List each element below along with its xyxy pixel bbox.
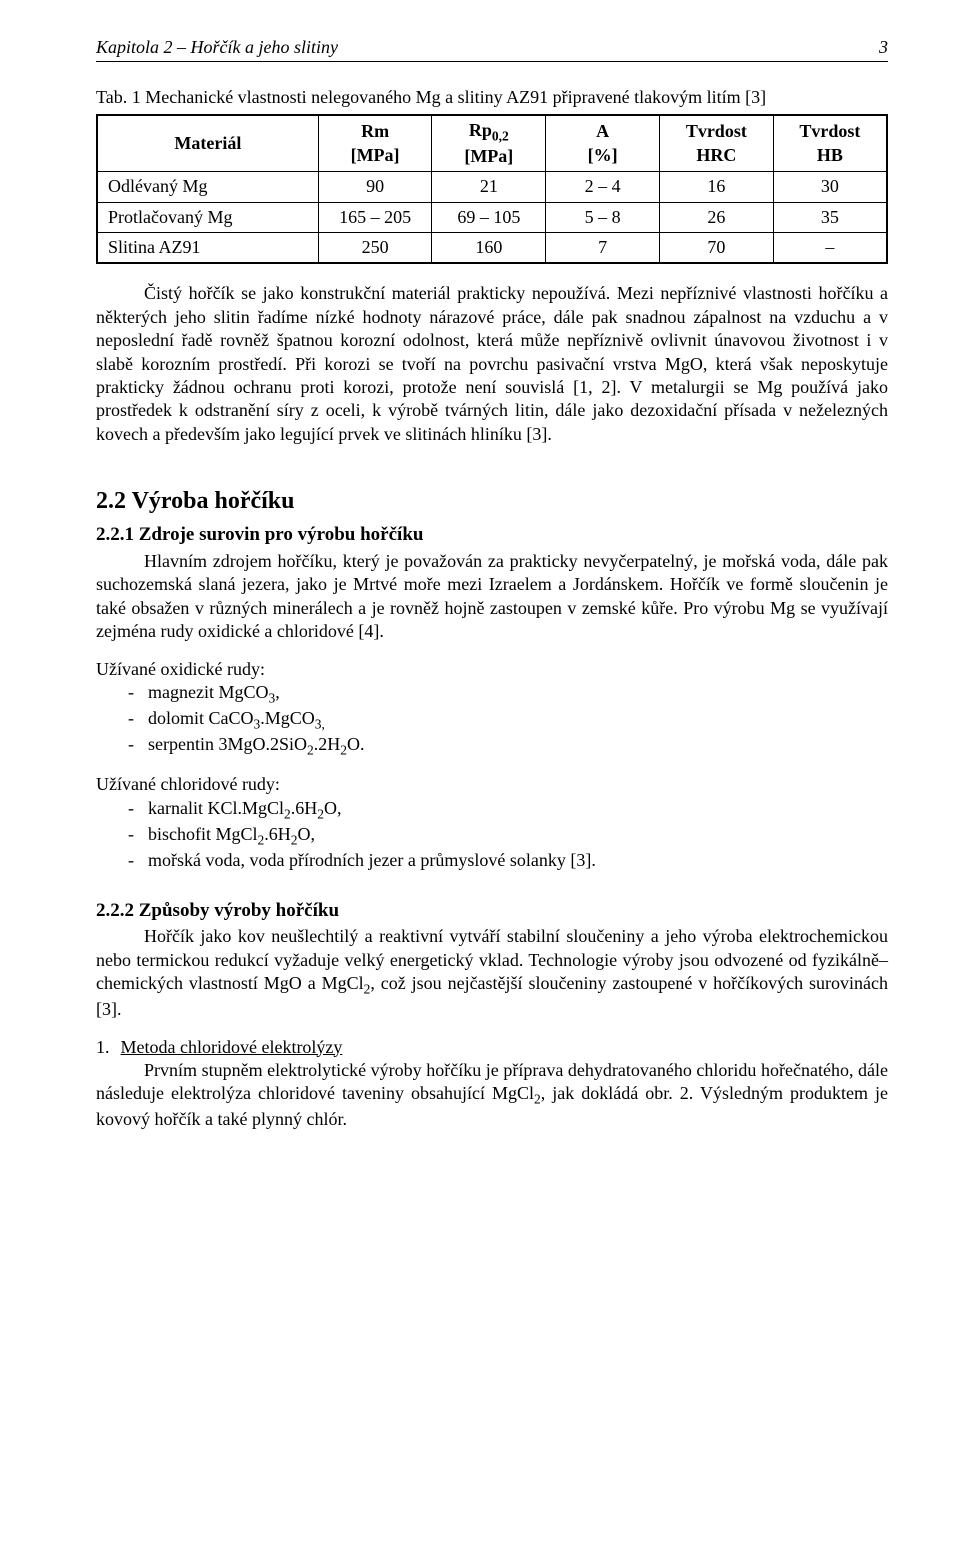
oxide-list-intro: Užívané oxidické rudy: — [96, 658, 888, 681]
subsection-2-2-2: 2.2.2 Způsoby výroby hořčíku — [96, 899, 888, 924]
method-title: Metoda chloridové elektrolýzy — [121, 1037, 343, 1057]
cell: 70 — [659, 233, 773, 264]
th-material: Materiál — [97, 115, 318, 172]
cell: 16 — [659, 172, 773, 202]
cell: Protlačovaný Mg — [97, 202, 318, 232]
chloride-list: karnalit KCl.MgCl2.6H2O, bischofit MgCl2… — [96, 797, 888, 873]
table-row: Protlačovaný Mg 165 – 205 69 – 105 5 – 8… — [97, 202, 887, 232]
cell: Odlévaný Mg — [97, 172, 318, 202]
oxide-list: magnezit MgCO3, dolomit CaCO3.MgCO3, ser… — [96, 681, 888, 759]
list-item: magnezit MgCO3, — [148, 681, 888, 707]
list-item: dolomit CaCO3.MgCO3, — [148, 707, 888, 733]
page-number: 3 — [879, 36, 888, 59]
cell: 160 — [432, 233, 546, 264]
list-item: mořská voda, voda přírodních jezer a prů… — [148, 849, 888, 872]
cell: 2 – 4 — [546, 172, 660, 202]
cell: 21 — [432, 172, 546, 202]
cell: 90 — [318, 172, 432, 202]
list-item: bischofit MgCl2.6H2O, — [148, 823, 888, 849]
th-a: A [%] — [546, 115, 660, 172]
paragraph-intro: Čistý hořčík se jako konstrukční materiá… — [96, 282, 888, 446]
chloride-list-intro: Užívané chloridové rudy: — [96, 773, 888, 796]
paragraph-electrolysis: Prvním stupněm elektrolytické výroby hoř… — [96, 1059, 888, 1132]
subsection-2-2-1: 2.2.1 Zdroje surovin pro výrobu hořčíku — [96, 523, 888, 548]
cell: 30 — [773, 172, 887, 202]
cell: Slitina AZ91 — [97, 233, 318, 264]
th-hb: Tvrdost HB — [773, 115, 887, 172]
page-header: Kapitola 2 – Hořčík a jeho slitiny 3 — [96, 36, 888, 62]
cell: 69 – 105 — [432, 202, 546, 232]
method-1: 1. Metoda chloridové elektrolýzy — [96, 1036, 888, 1059]
section-2-2: 2.2 Výroba hořčíku — [96, 486, 888, 517]
paragraph-sources: Hlavním zdrojem hořčíku, který je považo… — [96, 550, 888, 644]
method-number: 1. — [96, 1036, 116, 1059]
cell: 5 – 8 — [546, 202, 660, 232]
table-row: Slitina AZ91 250 160 7 70 – — [97, 233, 887, 264]
table-caption: Tab. 1 Mechanické vlastnosti nelegovanéh… — [96, 86, 888, 109]
cell: 7 — [546, 233, 660, 264]
properties-table: Materiál Rm [MPa] Rp0,2 [MPa] A [%] Tvrd… — [96, 114, 888, 265]
list-item: karnalit KCl.MgCl2.6H2O, — [148, 797, 888, 823]
th-rp: Rp0,2 [MPa] — [432, 115, 546, 172]
th-hrc: Tvrdost HRC — [659, 115, 773, 172]
th-rm: Rm [MPa] — [318, 115, 432, 172]
cell: 35 — [773, 202, 887, 232]
cell: 250 — [318, 233, 432, 264]
cell: 165 – 205 — [318, 202, 432, 232]
list-item: serpentin 3MgO.2SiO2.2H2O. — [148, 733, 888, 759]
chapter-title: Kapitola 2 – Hořčík a jeho slitiny — [96, 36, 338, 59]
table-header-row: Materiál Rm [MPa] Rp0,2 [MPa] A [%] Tvrd… — [97, 115, 887, 172]
table-row: Odlévaný Mg 90 21 2 – 4 16 30 — [97, 172, 887, 202]
cell: – — [773, 233, 887, 264]
cell: 26 — [659, 202, 773, 232]
paragraph-production: Hořčík jako kov neušlechtilý a reaktivní… — [96, 925, 888, 1021]
